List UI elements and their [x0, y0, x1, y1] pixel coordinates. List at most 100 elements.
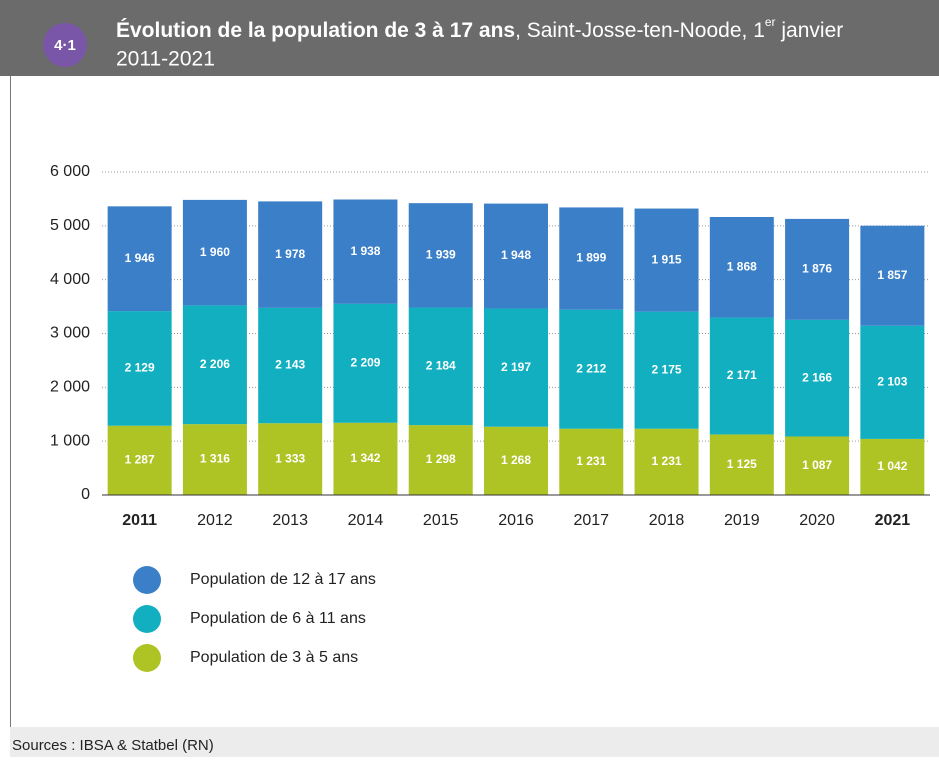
bar-segment	[634, 428, 699, 495]
bar-segment	[709, 217, 774, 318]
y-tick-label: 3 000	[50, 325, 90, 342]
value-label: 1 978	[275, 247, 305, 261]
y-tick-label: 4 000	[50, 271, 90, 288]
value-label: 1 960	[200, 245, 230, 259]
x-tick-label: 2013	[272, 512, 308, 529]
y-tick-label: 6 000	[50, 163, 90, 180]
value-label: 1 042	[877, 459, 907, 473]
bar-segment	[785, 319, 850, 437]
value-label: 1 939	[426, 248, 456, 262]
bar-segment	[333, 422, 398, 495]
value-label: 2 143	[275, 358, 305, 372]
value-label: 2 171	[727, 368, 757, 382]
bar-segment	[860, 325, 925, 439]
bar-segment	[182, 199, 247, 306]
value-label: 2 212	[576, 361, 606, 375]
title-part: , Saint-Josse-ten-Noode, 1	[515, 19, 765, 42]
bar-segment	[258, 423, 323, 495]
x-tick-label: 2021	[875, 512, 911, 529]
bar-segment	[634, 208, 699, 312]
bar-segment	[408, 203, 473, 308]
value-label: 1 868	[727, 259, 757, 273]
chart-subtitle: 2011-2021	[116, 48, 215, 71]
legend-label: Population de 6 à 11 ans	[190, 610, 366, 627]
badge-label: 4·1	[54, 37, 76, 54]
value-label: 1 876	[802, 262, 832, 276]
bar-segment	[709, 434, 774, 495]
bar-segment	[484, 203, 548, 309]
bar-segment	[785, 218, 850, 320]
x-tick-label: 2019	[724, 512, 760, 529]
value-label: 1 316	[200, 452, 230, 466]
x-tick-label: 2017	[573, 512, 609, 529]
bar-segment	[408, 425, 473, 495]
value-label: 1 899	[576, 251, 606, 265]
y-tick-label: 5 000	[50, 217, 90, 234]
legend-label: Population de 12 à 17 ans	[190, 571, 376, 588]
value-label: 1 287	[125, 453, 155, 467]
value-label: 1 087	[802, 458, 832, 472]
x-tick-label: 2012	[197, 512, 233, 529]
bar-segment	[107, 311, 172, 426]
y-tick-label: 2 000	[50, 379, 90, 396]
chart-title: Évolution de la population de 3 à 17 ans…	[116, 15, 843, 41]
bar-segment	[333, 303, 398, 423]
bar-segment	[484, 426, 548, 495]
value-label: 2 103	[877, 374, 907, 388]
bar-segment	[408, 307, 473, 426]
x-tick-label: 2020	[799, 512, 835, 529]
bar-segment	[860, 225, 925, 326]
value-label: 1 342	[350, 451, 380, 465]
bar-segment	[559, 207, 624, 310]
badge	[43, 23, 87, 67]
value-label: 2 129	[125, 361, 155, 375]
source: Sources : IBSA & Statbel (RN)	[12, 737, 214, 754]
value-label: 2 209	[350, 355, 380, 369]
x-tick-label: 2014	[348, 512, 384, 529]
value-label: 1 231	[576, 454, 606, 468]
bar-segment	[182, 424, 247, 495]
footer	[10, 727, 939, 757]
legend-swatch	[133, 644, 161, 672]
header-bar	[0, 0, 939, 76]
title-part: janvier	[776, 19, 844, 42]
title-part: er	[765, 15, 776, 29]
value-label: 1 268	[501, 453, 531, 467]
value-label: 1 125	[727, 457, 757, 471]
bar-segment	[785, 436, 850, 495]
value-label: 1 915	[652, 252, 682, 266]
value-label: 2 197	[501, 360, 531, 374]
value-label: 2 206	[200, 357, 230, 371]
value-label: 2 166	[802, 370, 832, 384]
x-tick-label: 2011	[122, 512, 157, 529]
value-label: 1 857	[877, 268, 907, 282]
value-label: 1 231	[652, 454, 682, 468]
bar-segment	[559, 309, 624, 429]
bar-segment	[709, 317, 774, 435]
title-part: Évolution de la population de 3 à 17 ans	[116, 19, 515, 42]
value-label: 1 948	[501, 248, 531, 262]
value-label: 1 298	[426, 452, 456, 466]
bar-segment	[107, 425, 172, 495]
value-label: 1 938	[350, 244, 380, 258]
bar-segment	[559, 428, 624, 495]
value-label: 1 333	[275, 451, 305, 465]
x-tick-label: 2016	[498, 512, 534, 529]
legend-label: Population de 3 à 5 ans	[190, 649, 358, 666]
value-label: 1 946	[125, 251, 155, 265]
legend-swatch	[133, 605, 161, 633]
bar-segment	[107, 206, 172, 312]
legend-swatch	[133, 566, 161, 594]
bar-segment	[484, 308, 548, 427]
bar-segment	[182, 305, 247, 425]
bar-segment	[634, 311, 699, 429]
value-label: 2 175	[652, 362, 682, 376]
bar-segment	[333, 199, 398, 304]
y-tick-label: 0	[81, 486, 90, 503]
bar-segment	[860, 438, 925, 495]
bar-segment	[258, 307, 323, 424]
x-tick-label: 2018	[649, 512, 685, 529]
y-tick-label: 1 000	[50, 432, 90, 449]
